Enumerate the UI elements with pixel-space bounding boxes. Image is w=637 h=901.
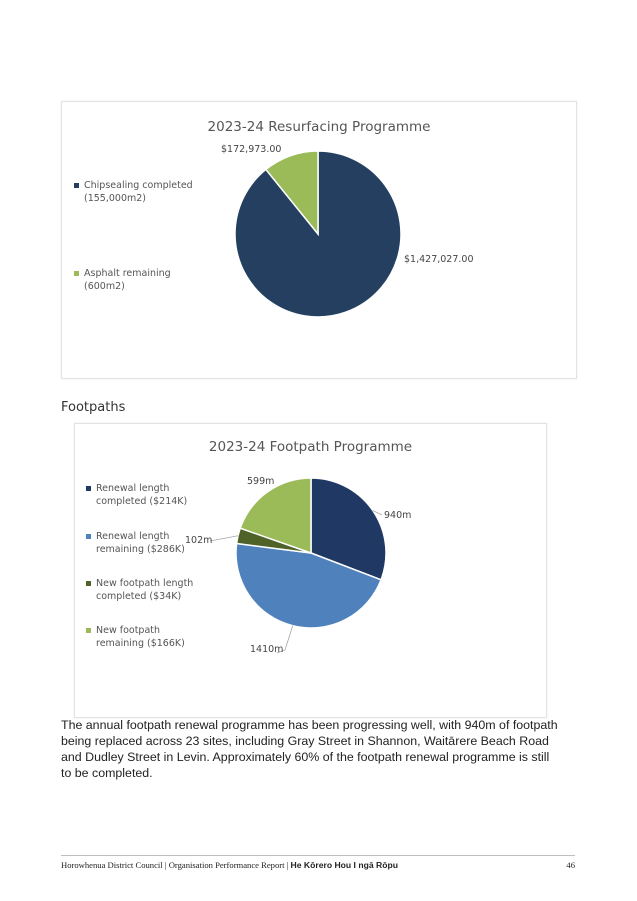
footer-divider: [61, 855, 575, 856]
page-number: 46: [566, 860, 575, 870]
chart-title: 2023-24 Footpath Programme: [208, 439, 413, 455]
resurfacing-chart: 2023-24 Resurfacing Programme Chipsealin…: [61, 101, 577, 379]
pie-slice: [235, 542, 383, 629]
legend-line: Chipsealing completed: [84, 180, 193, 191]
pie-slice: [310, 477, 387, 581]
pie-chart: $1,427,027.00 $172,973.00: [221, 144, 474, 318]
legend-swatch: [86, 534, 91, 539]
chart-title: 2023-24 Resurfacing Programme: [207, 119, 431, 135]
pie-chart: 940m 1410m 102m 599m: [185, 476, 411, 655]
data-label: 1410m: [250, 644, 283, 655]
legend-item: Asphalt remaining (600m2): [74, 267, 214, 293]
legend-swatch: [86, 486, 91, 491]
legend-swatch: [74, 183, 79, 188]
footpath-chart: 2023-24 Footpath Programme Renewal lengt…: [74, 423, 547, 718]
pie-slice: [239, 477, 312, 555]
legend-line: (155,000m2): [84, 193, 146, 204]
legend-line: Renewal length: [96, 483, 170, 494]
legend-line: completed ($214K): [96, 496, 188, 507]
section-heading: Footpaths: [61, 400, 126, 415]
data-label: $1,427,027.00: [404, 254, 474, 265]
legend-line: New footpath: [96, 625, 161, 636]
footer-bold-text: He Kōrero Hou I ngā Rōpu: [290, 860, 398, 870]
legend-line: remaining ($286K): [96, 544, 185, 555]
leader-line: [276, 625, 294, 654]
leader-line: [372, 510, 383, 516]
footer-text: Horowhenua District Council | Organisati…: [61, 860, 291, 870]
legend-line: (600m2): [84, 281, 125, 292]
data-label: 599m: [247, 476, 274, 487]
legend-line: completed ($34K): [96, 591, 182, 602]
data-label: 940m: [384, 510, 411, 521]
legend-line: New footpath length: [96, 578, 194, 589]
legend-swatch: [86, 581, 91, 586]
leader-line: [209, 535, 239, 542]
data-label: 102m: [185, 535, 212, 546]
legend-item: Chipsealing completed (155,000m2): [74, 179, 214, 205]
legend-item: Renewal length completed ($214K): [86, 482, 226, 508]
legend-item: New footpath length completed ($34K): [86, 577, 226, 603]
legend-line: Asphalt remaining: [84, 268, 171, 279]
legend-line: Renewal length: [96, 531, 170, 542]
pie-slice: [264, 150, 319, 237]
body-paragraph: The annual footpath renewal programme ha…: [61, 718, 558, 780]
data-label: $172,973.00: [221, 144, 281, 155]
footer: Horowhenua District Council | Organisati…: [61, 860, 398, 870]
legend-line: remaining ($166K): [96, 638, 185, 649]
legend-item: Renewal length remaining ($286K): [86, 530, 226, 556]
legend-item: New footpath remaining ($166K): [86, 624, 226, 650]
legend-swatch: [86, 628, 91, 633]
legend-swatch: [74, 271, 79, 276]
